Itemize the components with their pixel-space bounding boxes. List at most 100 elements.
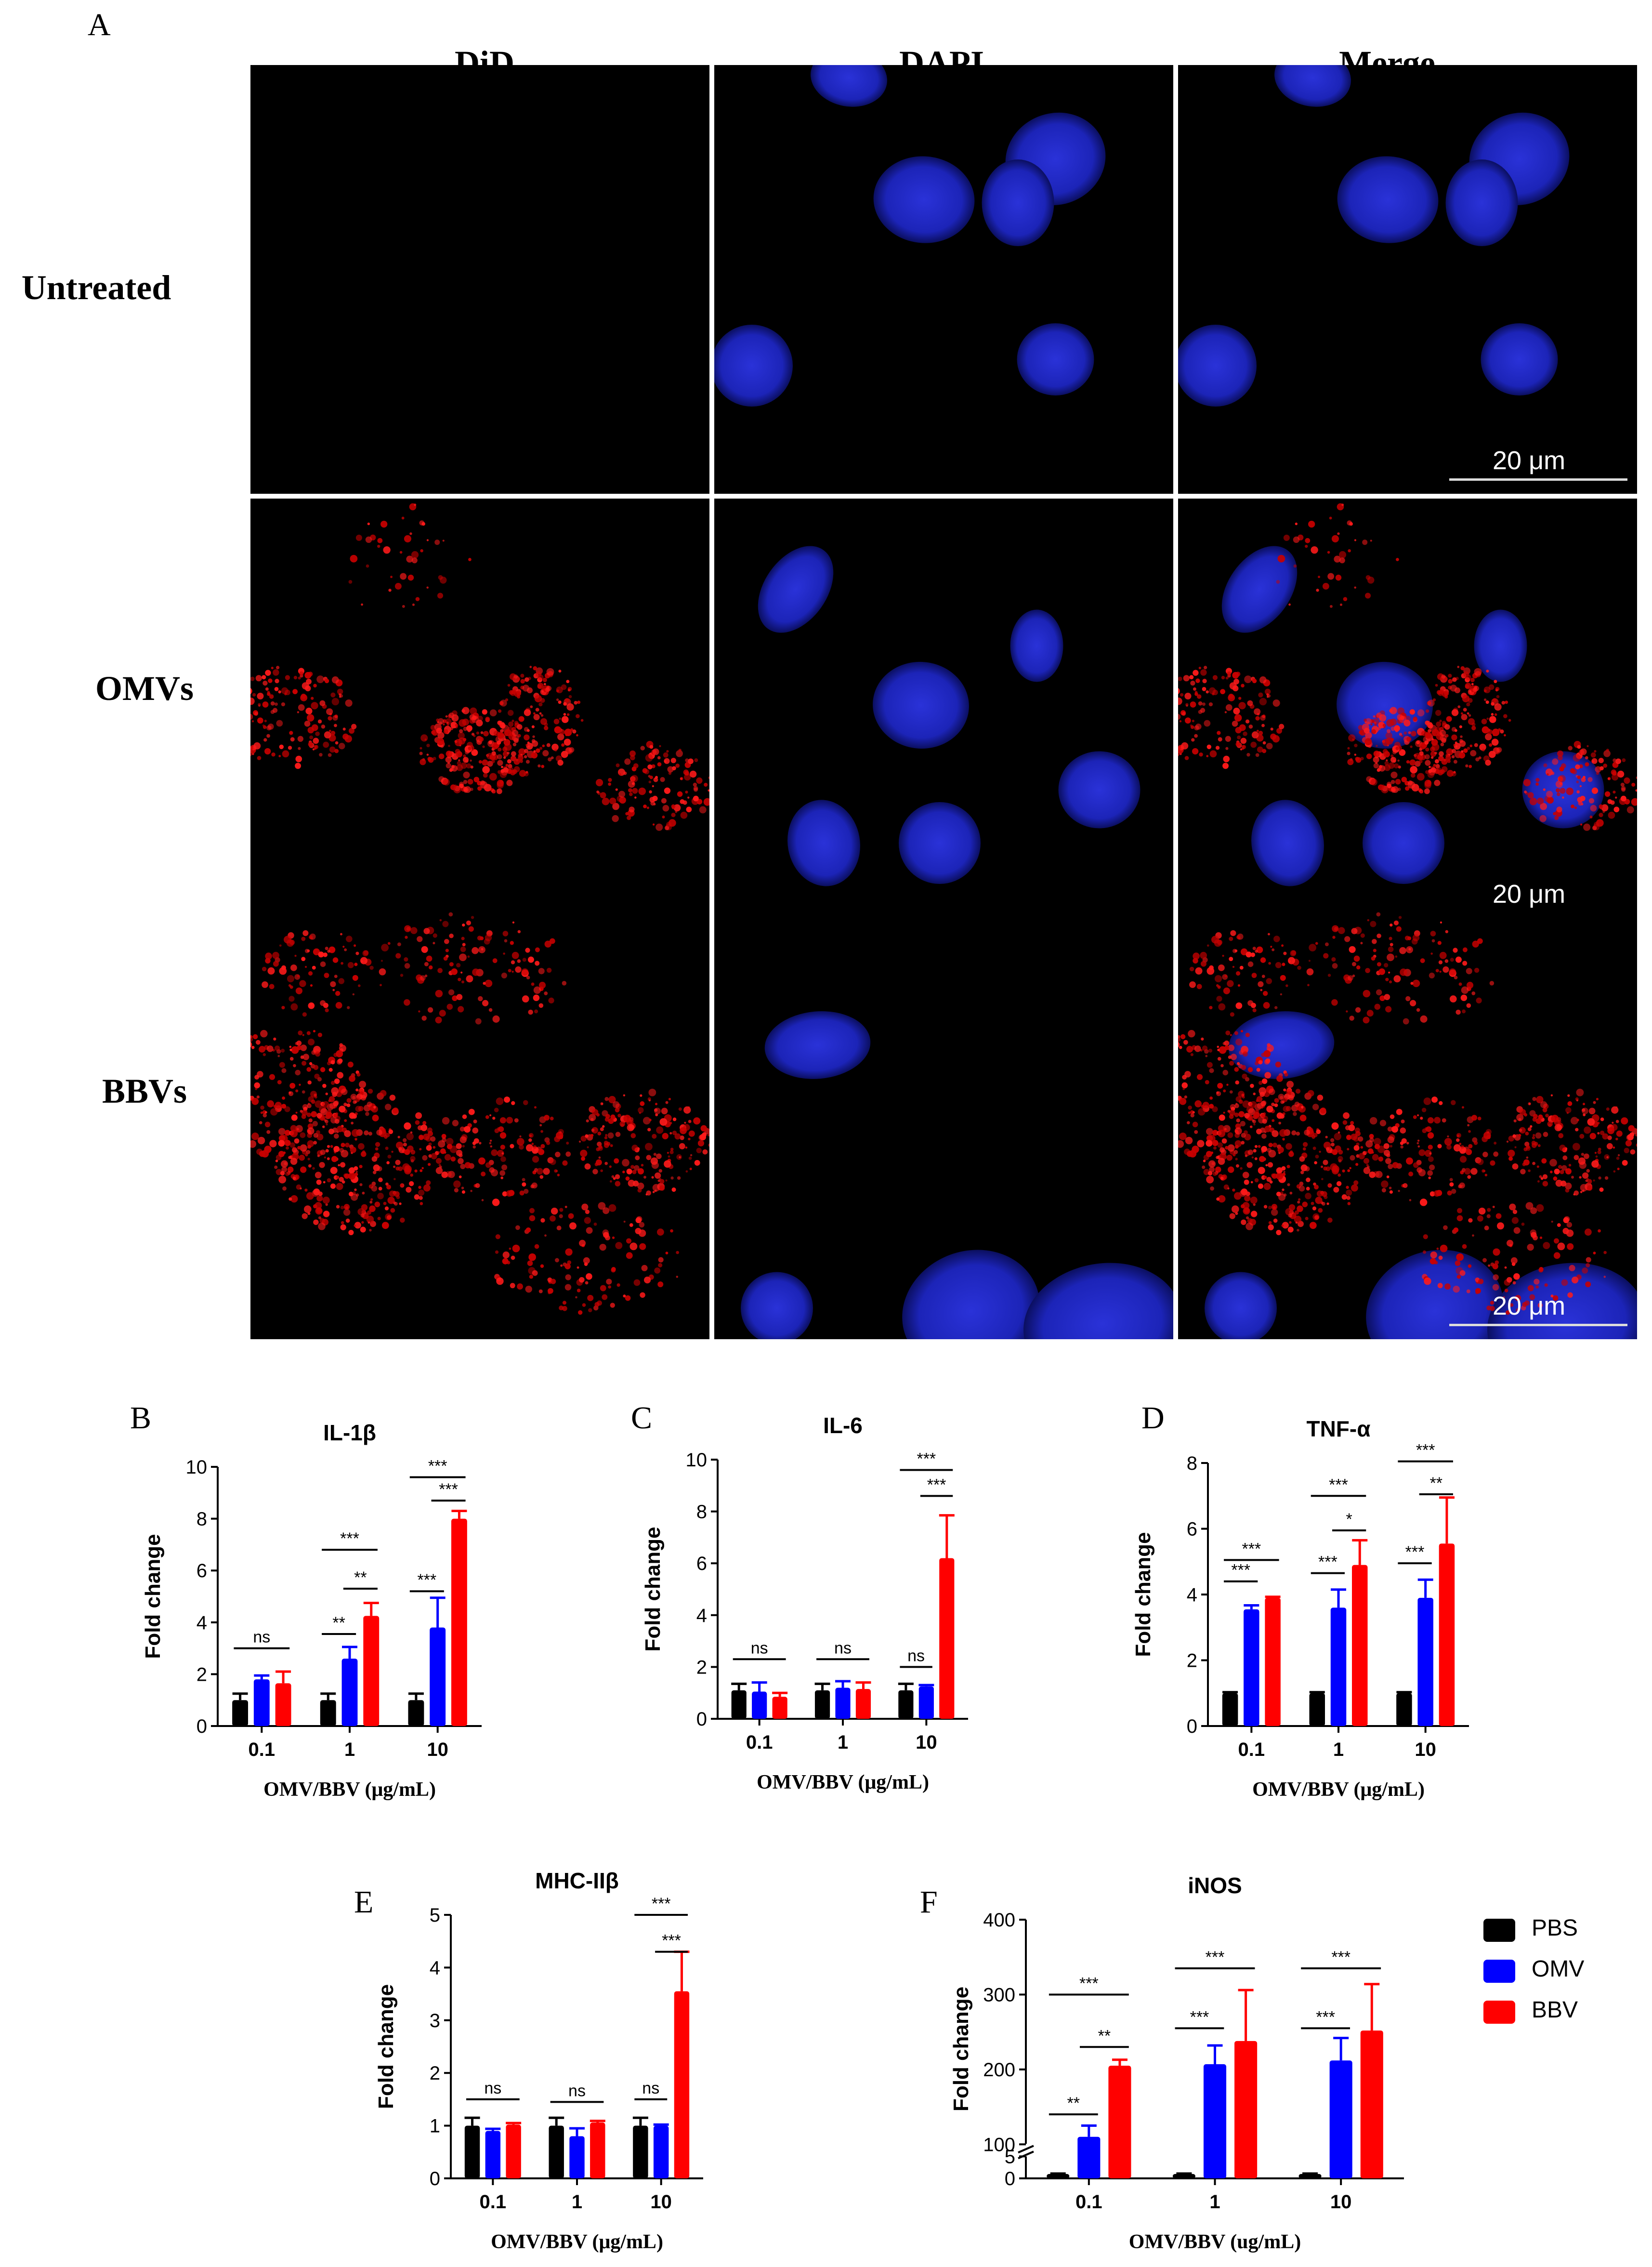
chart-d-significance-label: ***: [1416, 1441, 1435, 1460]
did-punctum: [1582, 1267, 1588, 1274]
did-punctum: [704, 782, 708, 787]
chart-d-y-axis-label: Fold change: [1131, 1532, 1155, 1657]
did-punctum: [1611, 1124, 1618, 1131]
did-punctum: [1591, 787, 1599, 794]
did-punctum: [1189, 981, 1196, 988]
did-punctum: [1217, 731, 1221, 735]
did-punctum: [419, 1196, 423, 1200]
did-punctum: [424, 962, 429, 966]
did-punctum: [269, 984, 275, 989]
did-punctum: [1261, 1078, 1268, 1084]
did-punctum: [511, 719, 514, 723]
did-punctum: [1202, 679, 1207, 684]
did-punctum: [557, 760, 564, 766]
did-punctum: [428, 1142, 432, 1146]
did-punctum: [306, 1150, 311, 1154]
did-punctum: [347, 1006, 350, 1009]
did-punctum: [440, 1148, 446, 1154]
did-punctum: [1586, 1185, 1593, 1191]
did-punctum: [1261, 1134, 1267, 1139]
did-punctum: [315, 1100, 322, 1108]
did-punctum: [1193, 687, 1196, 691]
did-punctum: [1218, 1158, 1225, 1165]
did-punctum: [1417, 1139, 1420, 1142]
did-punctum: [1582, 777, 1585, 779]
did-punctum: [1584, 1153, 1589, 1160]
did-punctum: [295, 755, 302, 763]
did-punctum: [368, 1132, 372, 1136]
did-punctum: [630, 1165, 635, 1169]
did-punctum: [654, 1267, 661, 1274]
did-punctum: [445, 718, 452, 725]
did-punctum: [1218, 737, 1222, 742]
did-punctum: [499, 1117, 506, 1124]
did-punctum: [605, 1134, 608, 1137]
did-punctum: [470, 1190, 472, 1192]
did-punctum: [587, 1146, 589, 1148]
chart-f-y-tick-label: 400: [983, 1910, 1015, 1931]
did-punctum: [1187, 1121, 1190, 1124]
did-punctum: [1553, 1252, 1560, 1259]
did-punctum: [1586, 745, 1589, 747]
did-punctum: [1244, 675, 1252, 684]
did-punctum: [1188, 1111, 1191, 1114]
did-punctum: [1594, 750, 1597, 753]
did-punctum: [387, 1197, 395, 1204]
did-punctum: [560, 1264, 563, 1267]
did-punctum: [1178, 746, 1181, 751]
did-punctum: [1428, 1145, 1433, 1150]
did-punctum: [591, 1127, 598, 1134]
did-punctum: [466, 725, 472, 732]
did-punctum: [426, 1145, 432, 1151]
chart-b-significance-label: ***: [340, 1529, 359, 1548]
chart-c-bar-bbv: [855, 1689, 871, 1719]
did-punctum: [406, 1186, 412, 1193]
did-punctum: [655, 777, 657, 779]
did-punctum: [1460, 1145, 1465, 1149]
did-punctum: [556, 698, 559, 701]
did-punctum: [1580, 1191, 1583, 1193]
did-punctum: [1540, 803, 1547, 810]
did-punctum: [288, 1091, 291, 1094]
did-punctum: [325, 1093, 328, 1095]
did-punctum: [1410, 773, 1416, 778]
chart-d-bar-bbv: [1265, 1597, 1281, 1726]
did-punctum: [1603, 750, 1611, 757]
did-punctum: [422, 1155, 428, 1161]
did-punctum: [289, 1142, 295, 1148]
did-punctum: [1472, 1234, 1474, 1237]
did-punctum: [1390, 754, 1394, 758]
did-punctum: [1423, 1234, 1428, 1239]
did-punctum: [1582, 1172, 1589, 1179]
did-punctum: [683, 1124, 690, 1131]
did-punctum: [1581, 803, 1584, 805]
did-punctum: [595, 1159, 602, 1166]
did-punctum: [336, 1183, 343, 1190]
did-punctum: [324, 731, 331, 738]
did-punctum: [313, 684, 317, 688]
did-punctum: [1282, 1138, 1285, 1141]
did-punctum: [1613, 791, 1616, 794]
did-punctum: [1504, 1289, 1508, 1292]
did-punctum: [1482, 1258, 1487, 1263]
did-punctum: [388, 589, 392, 592]
did-punctum: [1506, 1310, 1510, 1315]
did-punctum: [1252, 947, 1256, 950]
chart-c-bar-omv: [752, 1691, 767, 1719]
did-punctum: [1392, 1162, 1399, 1169]
did-punctum: [1283, 534, 1290, 541]
did-punctum: [1212, 1106, 1218, 1112]
did-punctum: [1209, 1096, 1213, 1100]
did-punctum: [1287, 1226, 1294, 1233]
did-punctum: [299, 1154, 305, 1161]
did-punctum: [543, 725, 549, 731]
did-punctum: [637, 1168, 644, 1174]
did-punctum: [406, 555, 413, 563]
did-punctum: [330, 1081, 335, 1085]
did-punctum: [664, 787, 671, 794]
did-punctum: [524, 749, 529, 753]
did-punctum: [1282, 1188, 1285, 1191]
did-punctum: [361, 1221, 364, 1224]
did-punctum: [405, 936, 408, 939]
did-punctum: [1585, 756, 1588, 760]
